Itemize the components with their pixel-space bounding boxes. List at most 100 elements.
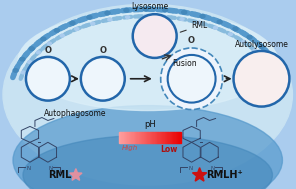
Text: pH: pH bbox=[144, 120, 156, 129]
Polygon shape bbox=[248, 66, 253, 72]
Bar bbox=[140, 132, 141, 143]
Polygon shape bbox=[266, 87, 271, 93]
Bar bbox=[170, 132, 171, 143]
Bar bbox=[125, 132, 126, 143]
Bar bbox=[172, 132, 173, 143]
Ellipse shape bbox=[259, 45, 264, 48]
Polygon shape bbox=[155, 36, 164, 44]
Bar bbox=[149, 132, 150, 143]
Bar bbox=[167, 132, 168, 143]
Ellipse shape bbox=[3, 4, 292, 185]
Bar bbox=[250, 83, 253, 86]
Ellipse shape bbox=[281, 78, 286, 82]
Ellipse shape bbox=[13, 69, 18, 72]
Ellipse shape bbox=[233, 27, 238, 31]
Polygon shape bbox=[196, 74, 201, 79]
Polygon shape bbox=[107, 74, 112, 79]
Bar bbox=[171, 132, 172, 143]
Bar bbox=[173, 132, 174, 143]
Text: RMLH⁺: RMLH⁺ bbox=[206, 170, 243, 180]
Text: RML: RML bbox=[48, 170, 72, 180]
Text: N: N bbox=[189, 166, 193, 171]
Bar bbox=[123, 132, 124, 143]
Bar bbox=[168, 132, 170, 143]
Ellipse shape bbox=[91, 22, 95, 25]
Bar bbox=[165, 132, 166, 143]
Bar bbox=[153, 132, 155, 143]
Polygon shape bbox=[273, 78, 278, 84]
Bar bbox=[127, 132, 129, 143]
Polygon shape bbox=[52, 74, 57, 79]
Polygon shape bbox=[145, 28, 154, 36]
Ellipse shape bbox=[213, 26, 218, 29]
Bar bbox=[150, 132, 151, 143]
Text: RML: RML bbox=[180, 21, 208, 32]
Bar bbox=[176, 132, 177, 143]
Polygon shape bbox=[251, 81, 262, 91]
Bar bbox=[161, 132, 162, 143]
Bar bbox=[174, 132, 176, 143]
FancyBboxPatch shape bbox=[183, 74, 189, 84]
Bar bbox=[141, 132, 142, 143]
Ellipse shape bbox=[60, 34, 64, 37]
Ellipse shape bbox=[163, 8, 168, 12]
Ellipse shape bbox=[269, 55, 274, 59]
Bar bbox=[160, 132, 161, 143]
Text: N: N bbox=[210, 166, 215, 171]
Ellipse shape bbox=[144, 15, 148, 18]
Bar bbox=[132, 132, 133, 143]
Bar bbox=[155, 132, 156, 143]
Ellipse shape bbox=[162, 15, 166, 18]
Ellipse shape bbox=[242, 40, 246, 43]
Ellipse shape bbox=[124, 9, 129, 12]
Text: O: O bbox=[44, 46, 52, 55]
Circle shape bbox=[161, 48, 223, 110]
FancyBboxPatch shape bbox=[94, 74, 101, 84]
Bar bbox=[129, 132, 130, 143]
Ellipse shape bbox=[269, 69, 273, 72]
Polygon shape bbox=[70, 169, 82, 180]
Ellipse shape bbox=[36, 51, 41, 54]
Ellipse shape bbox=[276, 66, 281, 70]
Bar bbox=[158, 132, 160, 143]
Bar bbox=[144, 132, 145, 143]
Ellipse shape bbox=[108, 18, 112, 21]
Ellipse shape bbox=[29, 47, 34, 50]
Ellipse shape bbox=[41, 37, 46, 41]
Ellipse shape bbox=[97, 83, 104, 88]
Ellipse shape bbox=[18, 11, 277, 111]
Bar bbox=[120, 132, 121, 143]
Polygon shape bbox=[155, 27, 163, 35]
Ellipse shape bbox=[197, 21, 201, 24]
Text: Lysosome: Lysosome bbox=[131, 2, 168, 11]
Polygon shape bbox=[269, 70, 280, 81]
Bar bbox=[163, 132, 165, 143]
Bar bbox=[269, 70, 272, 73]
Bar bbox=[271, 86, 274, 89]
Bar bbox=[130, 132, 131, 143]
Polygon shape bbox=[260, 76, 267, 83]
Text: O: O bbox=[188, 36, 195, 45]
Ellipse shape bbox=[98, 75, 109, 82]
Text: O: O bbox=[99, 46, 106, 55]
Polygon shape bbox=[261, 63, 272, 74]
Ellipse shape bbox=[75, 28, 79, 30]
Ellipse shape bbox=[217, 20, 222, 24]
Polygon shape bbox=[147, 36, 156, 44]
Bar bbox=[133, 132, 135, 143]
Ellipse shape bbox=[13, 106, 282, 189]
Ellipse shape bbox=[23, 135, 272, 189]
Bar bbox=[156, 132, 157, 143]
Ellipse shape bbox=[253, 49, 257, 52]
Text: N: N bbox=[27, 166, 31, 171]
Bar bbox=[136, 132, 137, 143]
Text: High: High bbox=[122, 145, 138, 151]
Ellipse shape bbox=[143, 8, 148, 11]
Bar bbox=[162, 132, 163, 143]
Ellipse shape bbox=[180, 18, 184, 20]
Polygon shape bbox=[244, 65, 255, 76]
Text: Fusion: Fusion bbox=[172, 59, 197, 68]
Bar bbox=[177, 132, 178, 143]
Text: Low: Low bbox=[160, 145, 178, 154]
FancyBboxPatch shape bbox=[39, 74, 46, 84]
